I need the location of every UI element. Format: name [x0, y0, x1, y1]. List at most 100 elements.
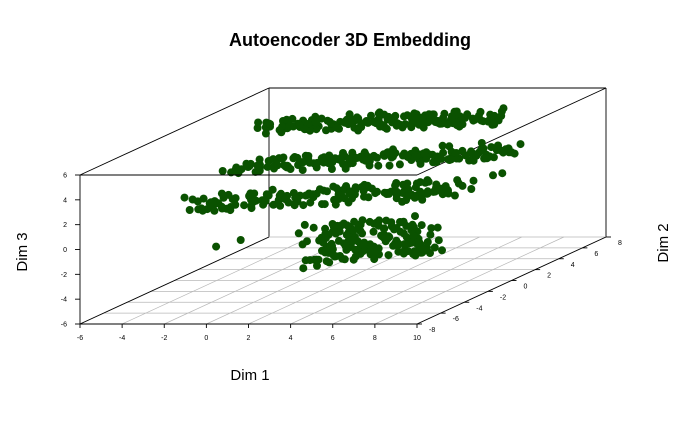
data-point: [359, 240, 368, 249]
data-point: [400, 240, 409, 249]
data-point: [300, 125, 309, 134]
data-point: [290, 201, 299, 210]
data-point: [352, 154, 361, 162]
data-point: [284, 162, 292, 171]
data-point: [433, 223, 442, 232]
data-point: [388, 150, 397, 159]
data-point: [335, 227, 344, 236]
box-edge-front: [79, 236, 270, 325]
data-point: [381, 233, 390, 241]
data-point: [237, 165, 246, 174]
data-point: [428, 112, 437, 121]
data-point: [342, 230, 351, 239]
data-point: [430, 243, 439, 252]
data-point: [471, 115, 479, 124]
y-tick-label: -6: [453, 316, 459, 323]
z-tick-label: -4: [61, 297, 67, 304]
data-point: [458, 181, 467, 190]
data-point: [469, 176, 478, 185]
data-point: [493, 142, 502, 150]
data-point: [218, 204, 227, 213]
y-tick-label: -8: [429, 327, 435, 334]
data-point: [418, 245, 427, 254]
data-point: [403, 179, 412, 188]
x-axis-label: Dim 1: [230, 367, 269, 384]
data-point: [301, 191, 310, 200]
data-point: [411, 212, 419, 221]
data-point: [369, 118, 378, 127]
data-point: [207, 198, 215, 207]
data-point: [310, 255, 319, 264]
data-point: [340, 118, 349, 127]
data-point: [427, 224, 436, 233]
x-tick-label: -6: [77, 335, 83, 342]
data-point: [298, 158, 307, 167]
data-point: [231, 165, 240, 174]
data-point: [285, 122, 294, 130]
data-point: [231, 200, 240, 209]
data-point: [253, 161, 262, 170]
data-point: [354, 126, 363, 135]
data-point: [367, 111, 375, 120]
data-point: [329, 227, 338, 236]
data-point: [327, 119, 335, 128]
data-point: [275, 126, 284, 135]
z-tick-label: 0: [63, 247, 67, 254]
data-point: [452, 121, 461, 130]
data-point: [441, 182, 450, 191]
data-point: [326, 241, 335, 250]
data-point: [403, 247, 412, 256]
data-point: [447, 112, 456, 121]
y-tick-label: 2: [547, 273, 551, 280]
data-point: [516, 140, 525, 149]
data-point: [393, 241, 402, 250]
data-point: [253, 124, 262, 132]
data-point: [351, 245, 360, 254]
data-point: [334, 236, 343, 245]
data-point: [346, 236, 355, 245]
z-tick-label: -2: [61, 272, 67, 279]
data-point: [309, 223, 318, 232]
data-point: [289, 154, 298, 163]
data-point: [269, 200, 278, 209]
data-point: [434, 236, 443, 245]
data-point: [293, 194, 302, 203]
x-tick-label: 8: [373, 335, 377, 342]
data-point: [416, 187, 425, 196]
chart-title: Autoencoder 3D Embedding: [229, 30, 471, 50]
data-point: [409, 223, 418, 232]
data-point: [313, 261, 321, 270]
data-point: [410, 193, 419, 202]
y-axis-label: Dim 2: [655, 223, 672, 262]
data-point: [498, 169, 507, 178]
data-point: [322, 247, 331, 256]
data-point: [437, 154, 446, 163]
data-point: [282, 115, 291, 124]
data-point: [315, 236, 324, 245]
data-point: [450, 191, 459, 200]
data-point: [317, 154, 326, 163]
data-point: [489, 171, 497, 180]
y-tick-label: -4: [476, 305, 482, 312]
data-point: [194, 205, 203, 214]
x-tick-label: 10: [413, 335, 421, 342]
data-point: [376, 119, 385, 128]
data-point: [394, 247, 403, 256]
data-point: [213, 199, 222, 208]
data-point: [255, 155, 264, 164]
data-point: [433, 118, 442, 127]
data-point: [444, 189, 453, 198]
data-point: [412, 114, 421, 123]
data-point: [268, 185, 277, 194]
data-point: [476, 107, 485, 116]
data-point: [363, 118, 372, 127]
data-point: [351, 186, 360, 195]
x-tick-label: 4: [289, 335, 293, 342]
data-point: [384, 112, 393, 121]
data-point: [305, 158, 314, 167]
data-point: [392, 187, 401, 196]
data-point: [299, 264, 308, 273]
data-point: [355, 225, 364, 234]
data-point: [247, 204, 256, 213]
data-point: [261, 196, 270, 205]
